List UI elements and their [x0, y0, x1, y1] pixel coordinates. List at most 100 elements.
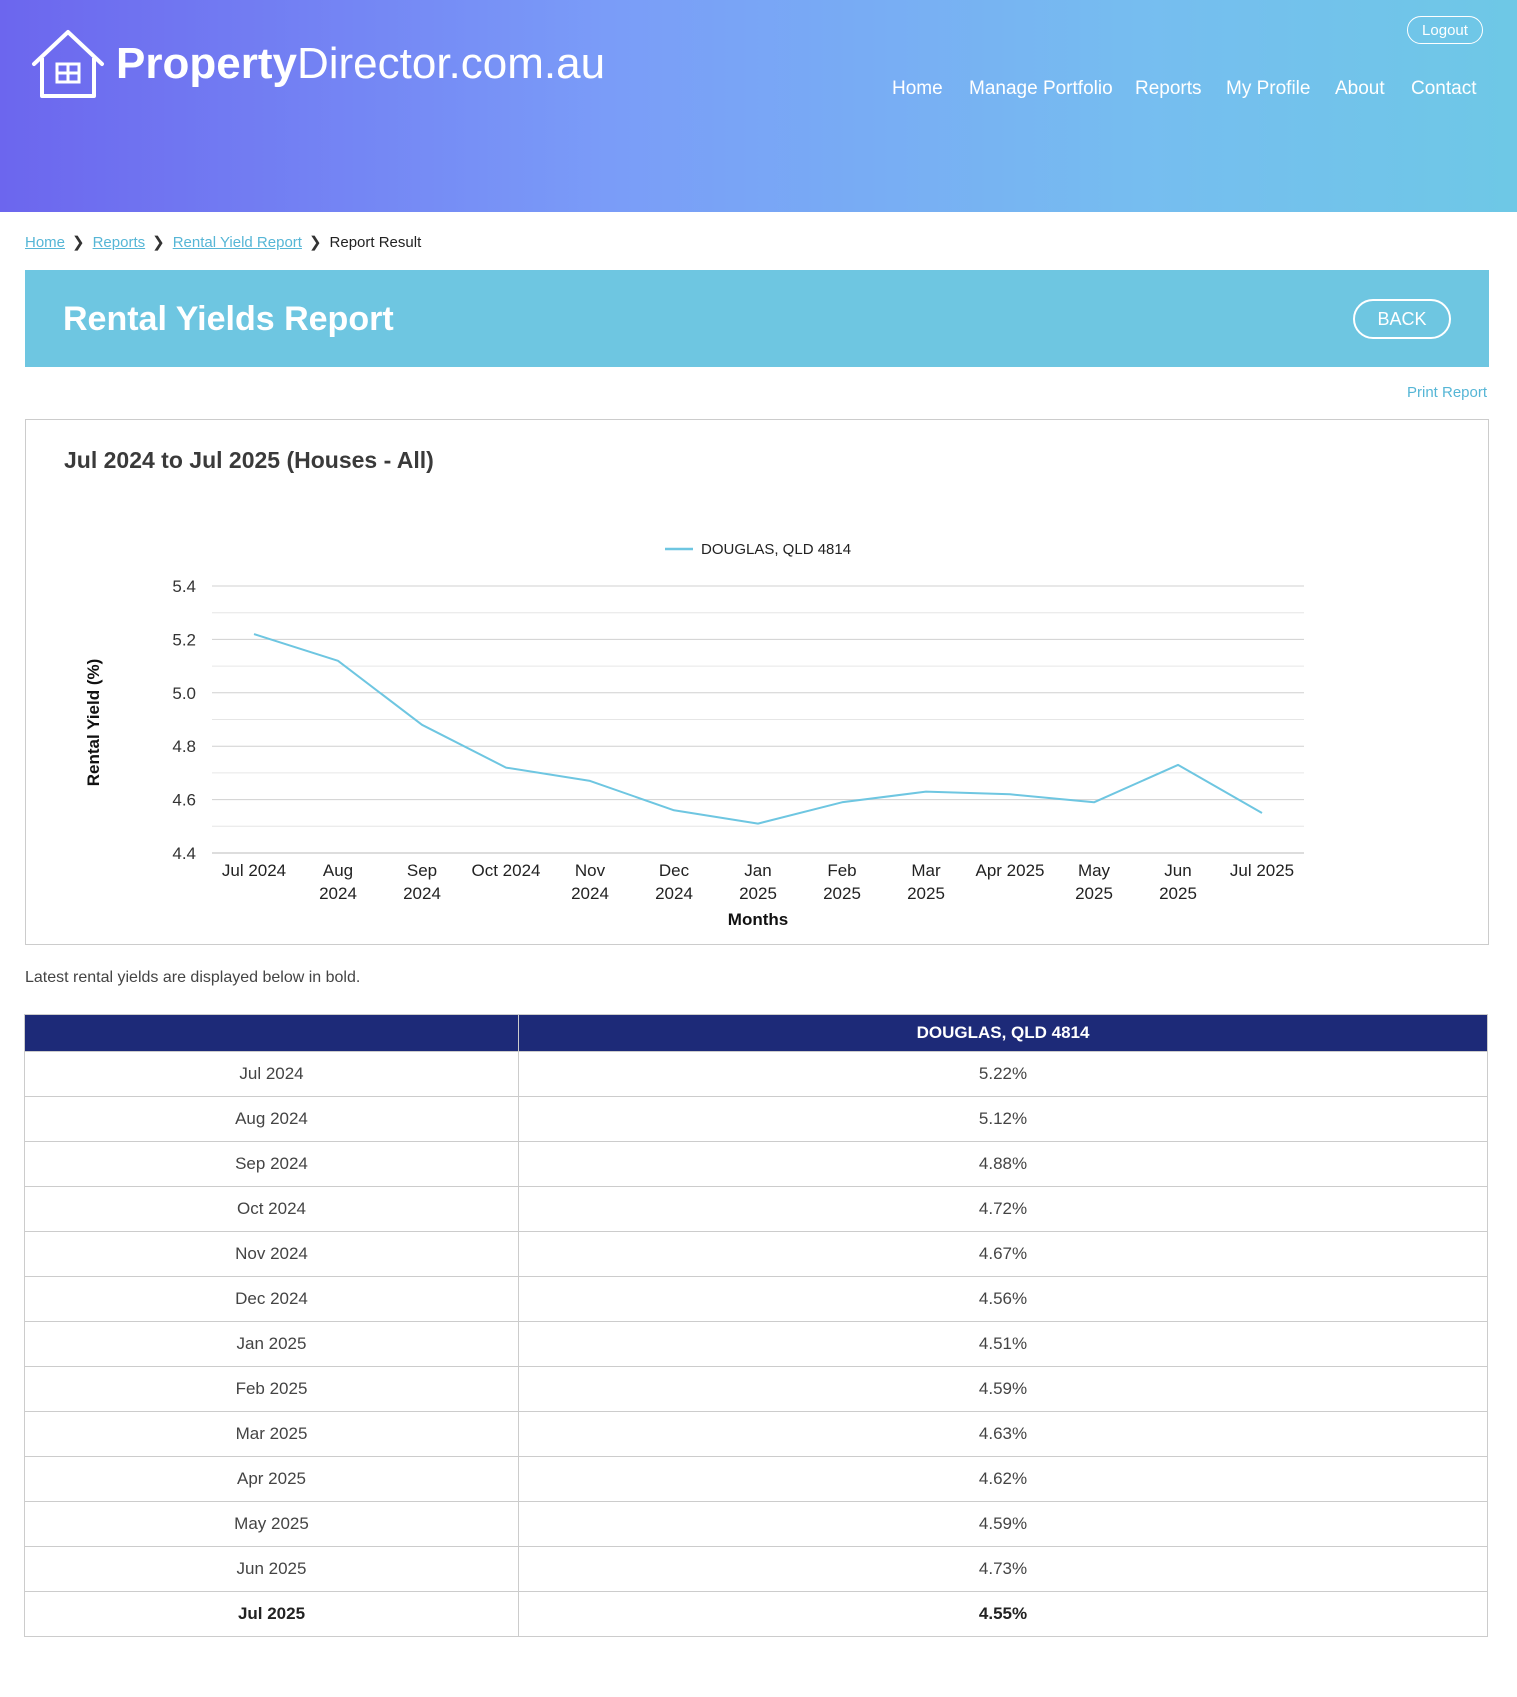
x-tick-label: 2024	[403, 884, 441, 903]
table-row: Feb 2025 4.59%	[24, 1366, 1488, 1412]
table-row: Sep 2024 4.88%	[24, 1141, 1488, 1187]
back-button[interactable]: BACK	[1353, 299, 1451, 339]
table-cell-yield: 5.22%	[518, 1051, 1488, 1097]
x-axis-title: Months	[728, 910, 788, 929]
table-row: Dec 2024 4.56%	[24, 1276, 1488, 1322]
x-tick-label: May	[1078, 861, 1111, 880]
table-row: Nov 2024 4.67%	[24, 1231, 1488, 1277]
chart-card: Jul 2024 to Jul 2025 (Houses - All) 4.4 4…	[25, 419, 1489, 945]
x-tick-label: Aug	[323, 861, 353, 880]
table-row: Jan 2025 4.51%	[24, 1321, 1488, 1367]
table-cell-month: Jun 2025	[24, 1546, 519, 1592]
x-tick-label: Jul 2025	[1230, 861, 1294, 880]
site-logo[interactable]: PropertyDirector.com.au	[30, 28, 605, 100]
table-cell-yield: 4.56%	[518, 1276, 1488, 1322]
table-cell-month: Mar 2025	[24, 1411, 519, 1457]
table-cell-month: Oct 2024	[24, 1186, 519, 1232]
table-row: Jun 2025 4.73%	[24, 1546, 1488, 1592]
nav-item-my-profile[interactable]: My Profile	[1226, 78, 1311, 99]
chevron-right-icon: ❯	[152, 234, 165, 251]
table-cell-month: Dec 2024	[24, 1276, 519, 1322]
nav-item-manage-portfolio[interactable]: Manage Portfolio	[969, 78, 1113, 99]
logo-text-light: Director.com.au	[296, 39, 606, 88]
breadcrumb-home-link[interactable]: Home	[25, 233, 66, 251]
table-cell-month: Nov 2024	[24, 1231, 519, 1277]
table-header-month	[24, 1014, 519, 1052]
breadcrumb: Home ❯ Reports ❯ Rental Yield Report ❯ R…	[25, 233, 422, 252]
nav-item-reports[interactable]: Reports	[1135, 78, 1202, 99]
table-cell-month: Jul 2024	[24, 1051, 519, 1097]
x-tick-label: 2025	[1159, 884, 1197, 903]
x-tick-label: Apr 2025	[976, 861, 1045, 880]
x-tick-label: Jan	[744, 861, 771, 880]
table-row: Jul 2025 4.55%	[24, 1591, 1488, 1637]
table-cell-yield: 5.12%	[518, 1096, 1488, 1142]
breadcrumb-reports-link[interactable]: Reports	[92, 233, 146, 251]
table-cell-yield: 4.51%	[518, 1321, 1488, 1367]
x-tick-label: Dec	[659, 861, 690, 880]
table-row: May 2025 4.59%	[24, 1501, 1488, 1547]
breadcrumb-rental-yield-link[interactable]: Rental Yield Report	[172, 233, 302, 251]
rental-yield-line-chart: 4.4 4.6 4.8 5.0 5.2 5.4 Jul 2024 Aug 2024 Sep 2024…	[84, 541, 1304, 929]
y-tick-label: 5.0	[172, 684, 196, 703]
page-title: Rental Yields Report	[63, 300, 394, 338]
chevron-right-icon: ❯	[308, 234, 322, 251]
nav-item-home[interactable]: Home	[892, 78, 943, 99]
table-cell-yield: 4.67%	[518, 1231, 1488, 1277]
table-row: Jul 2024 5.22%	[24, 1051, 1488, 1097]
x-tick-label: Feb	[827, 861, 856, 880]
table-cell-yield: 4.55%	[518, 1591, 1488, 1637]
nav-item-contact[interactable]: Contact	[1411, 78, 1477, 99]
table-body: Jul 2024 5.22% Aug 2024 5.12% Sep 2024 4.88% O…	[24, 1051, 1488, 1637]
rental-yield-table: DOUGLAS, QLD 4814 Jul 2024 5.22% Aug 2024 5…	[24, 1014, 1488, 1637]
table-row: Apr 2025 4.62%	[24, 1456, 1488, 1502]
table-cell-month: Feb 2025	[24, 1366, 519, 1412]
logo-wordmark: PropertyDirector.com.au	[116, 39, 605, 89]
table-header-row: DOUGLAS, QLD 4814	[24, 1014, 1488, 1052]
table-cell-month: Aug 2024	[24, 1096, 519, 1142]
table-row: Aug 2024 5.12%	[24, 1096, 1488, 1142]
house-logo-icon	[32, 30, 104, 98]
table-cell-yield: 4.73%	[518, 1546, 1488, 1592]
y-axis-title: Rental Yield (%)	[84, 659, 103, 787]
table-cell-month: Sep 2024	[24, 1141, 519, 1187]
x-tick-label: 2025	[907, 884, 945, 903]
title-banner: Rental Yields Report BACK	[25, 270, 1489, 367]
table-cell-month: Apr 2025	[24, 1456, 519, 1502]
y-tick-label: 4.4	[172, 844, 196, 863]
logout-button[interactable]: Logout	[1407, 16, 1483, 44]
table-cell-yield: 4.63%	[518, 1411, 1488, 1457]
x-tick-label: Jun	[1164, 861, 1191, 880]
table-header-suburb: DOUGLAS, QLD 4814	[518, 1014, 1488, 1052]
table-cell-yield: 4.72%	[518, 1186, 1488, 1232]
table-cell-yield: 4.62%	[518, 1456, 1488, 1502]
table-cell-month: May 2025	[24, 1501, 519, 1547]
site-header: PropertyDirector.com.au Logout Home Mana…	[0, 0, 1517, 212]
x-tick-label: 2024	[655, 884, 693, 903]
main-nav: Home Manage Portfolio Reports My Profile…	[0, 78, 1517, 102]
logo-text-bold: Property	[116, 39, 297, 88]
x-tick-label: 2024	[319, 884, 357, 903]
y-tick-label: 4.6	[172, 791, 196, 810]
print-report-link[interactable]: Print Report	[1407, 384, 1488, 401]
chart-heading: Jul 2024 to Jul 2025 (Houses - All)	[64, 447, 434, 473]
table-row: Oct 2024 4.72%	[24, 1186, 1488, 1232]
table-cell-month: Jan 2025	[24, 1321, 519, 1367]
x-tick-label: Sep	[407, 861, 437, 880]
series-line	[253, 633, 1263, 825]
y-tick-label: 5.4	[172, 577, 196, 596]
y-tick-label: 5.2	[172, 630, 196, 649]
legend-label: DOUGLAS, QLD 4814	[701, 541, 851, 558]
x-tick-label: Jul 2024	[222, 861, 286, 880]
table-cell-yield: 4.88%	[518, 1141, 1488, 1187]
x-tick-label: Mar	[911, 861, 941, 880]
y-tick-label: 4.8	[172, 737, 196, 756]
chevron-right-icon: ❯	[72, 234, 85, 251]
breadcrumb-current: Report Result	[329, 233, 422, 251]
table-cell-yield: 4.59%	[518, 1366, 1488, 1412]
x-tick-label: 2025	[1075, 884, 1113, 903]
table-row: Mar 2025 4.63%	[24, 1411, 1488, 1457]
x-tick-label: 2025	[823, 884, 861, 903]
x-tick-label: 2025	[739, 884, 777, 903]
nav-item-about[interactable]: About	[1335, 78, 1385, 99]
